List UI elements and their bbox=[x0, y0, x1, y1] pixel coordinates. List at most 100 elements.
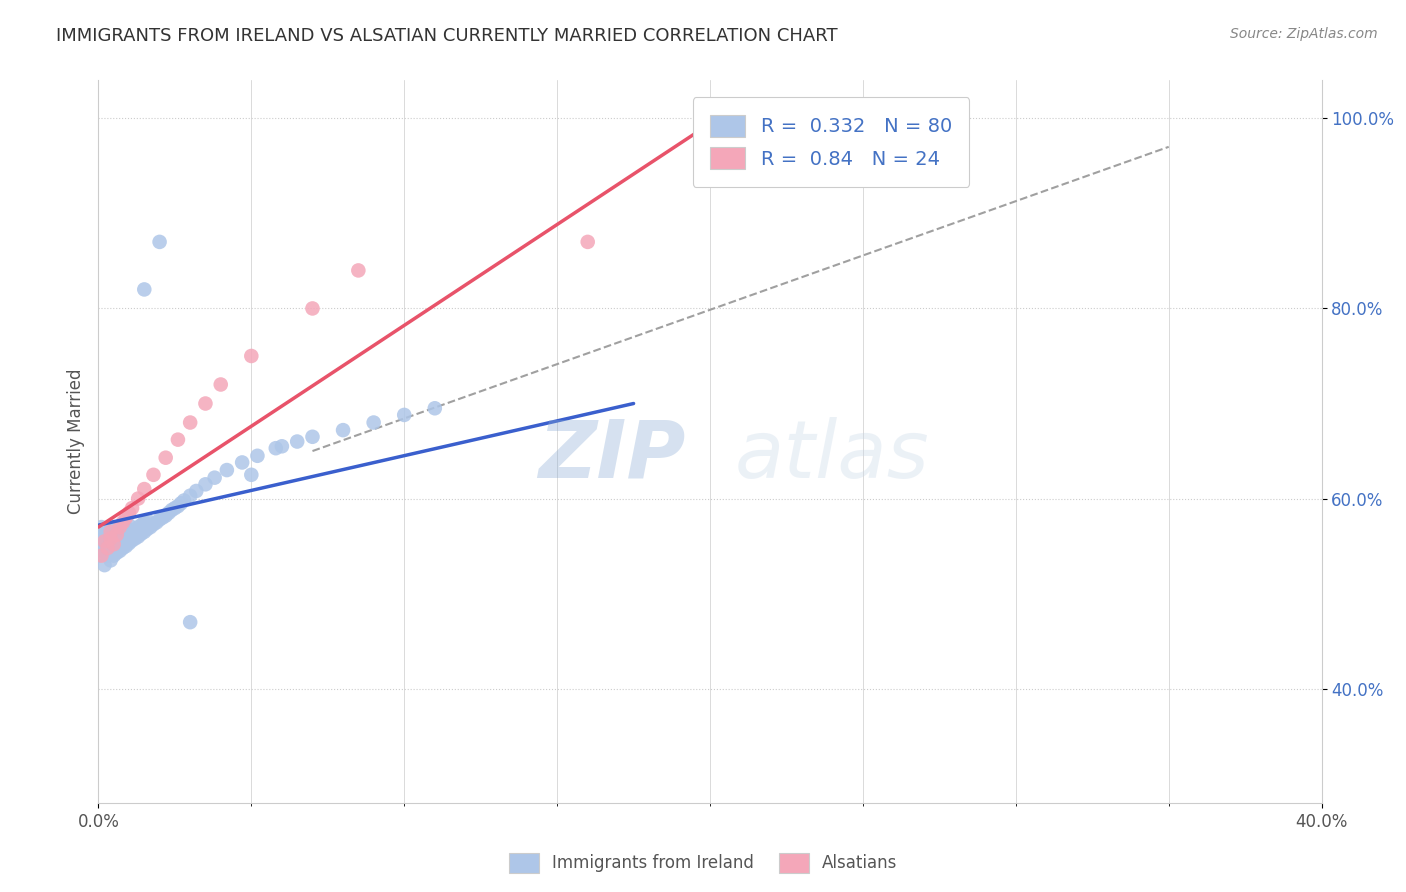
Point bbox=[423, 401, 446, 416]
Point bbox=[136, 513, 159, 527]
Point bbox=[111, 541, 134, 555]
Point bbox=[163, 501, 186, 516]
Point bbox=[129, 518, 152, 533]
Point bbox=[167, 433, 190, 447]
Point bbox=[115, 520, 138, 534]
Point bbox=[155, 508, 177, 523]
Text: IMMIGRANTS FROM IRELAND VS ALSATIAN CURRENTLY MARRIED CORRELATION CHART: IMMIGRANTS FROM IRELAND VS ALSATIAN CURR… bbox=[56, 27, 838, 45]
Point bbox=[139, 520, 162, 534]
Point bbox=[103, 530, 125, 544]
Point bbox=[576, 235, 599, 249]
Point bbox=[392, 408, 416, 422]
Point bbox=[118, 506, 141, 520]
Point bbox=[118, 518, 141, 533]
Point bbox=[186, 483, 208, 498]
Point bbox=[115, 539, 138, 553]
Point bbox=[240, 349, 263, 363]
Y-axis label: Currently Married: Currently Married bbox=[66, 368, 84, 515]
Point bbox=[157, 506, 180, 520]
Point bbox=[149, 235, 172, 249]
Point bbox=[231, 455, 253, 469]
Point bbox=[152, 510, 174, 524]
Point bbox=[170, 496, 193, 510]
Point bbox=[108, 520, 131, 534]
Point bbox=[215, 463, 238, 477]
Point bbox=[90, 549, 112, 563]
Point bbox=[347, 263, 370, 277]
Point bbox=[145, 516, 167, 530]
Point bbox=[90, 544, 112, 558]
Point bbox=[194, 477, 217, 491]
Point bbox=[93, 544, 115, 558]
Point bbox=[134, 516, 156, 530]
Point bbox=[204, 471, 226, 485]
Point bbox=[142, 517, 165, 532]
Point bbox=[332, 423, 354, 437]
Text: Source: ZipAtlas.com: Source: ZipAtlas.com bbox=[1230, 27, 1378, 41]
Point bbox=[134, 482, 156, 496]
Point bbox=[363, 416, 385, 430]
Point bbox=[108, 544, 131, 558]
Point bbox=[124, 523, 146, 537]
Point bbox=[264, 441, 287, 455]
Point bbox=[103, 537, 125, 551]
Point bbox=[167, 499, 190, 513]
Point bbox=[121, 533, 143, 548]
Point bbox=[93, 534, 115, 549]
Point bbox=[100, 532, 122, 546]
Point bbox=[90, 520, 112, 534]
Point bbox=[115, 530, 138, 544]
Point bbox=[97, 541, 120, 555]
Text: atlas: atlas bbox=[734, 417, 929, 495]
Legend: Immigrants from Ireland, Alsatians: Immigrants from Ireland, Alsatians bbox=[502, 847, 904, 880]
Point bbox=[97, 532, 120, 546]
Point bbox=[100, 532, 122, 546]
Point bbox=[100, 553, 122, 567]
Point bbox=[105, 534, 128, 549]
Point bbox=[90, 534, 112, 549]
Point bbox=[134, 282, 156, 296]
Point bbox=[179, 615, 201, 630]
Point bbox=[105, 546, 128, 560]
Point bbox=[97, 539, 120, 553]
Point bbox=[100, 541, 122, 555]
Point bbox=[270, 439, 292, 453]
Point bbox=[93, 558, 115, 573]
Point bbox=[105, 527, 128, 541]
Point bbox=[136, 522, 159, 536]
Legend: R =  0.332   N = 80, R =  0.84   N = 24: R = 0.332 N = 80, R = 0.84 N = 24 bbox=[693, 97, 969, 186]
Point bbox=[93, 524, 115, 539]
Point bbox=[134, 524, 156, 539]
Point bbox=[97, 524, 120, 539]
Point bbox=[301, 430, 323, 444]
Point bbox=[209, 377, 232, 392]
Point bbox=[129, 526, 152, 541]
Point bbox=[149, 512, 172, 526]
Point bbox=[100, 524, 122, 539]
Point bbox=[115, 510, 138, 524]
Point bbox=[111, 516, 134, 530]
Point bbox=[124, 532, 146, 546]
Point bbox=[118, 526, 141, 541]
Point bbox=[103, 520, 125, 534]
Point bbox=[111, 532, 134, 546]
Point bbox=[87, 539, 110, 553]
Point bbox=[121, 501, 143, 516]
Point bbox=[90, 530, 112, 544]
Point bbox=[246, 449, 269, 463]
Point bbox=[103, 537, 125, 551]
Point bbox=[127, 491, 149, 506]
Point bbox=[142, 467, 165, 482]
Point bbox=[160, 503, 183, 517]
Point bbox=[100, 523, 122, 537]
Point bbox=[97, 549, 120, 563]
Point bbox=[87, 549, 110, 563]
Point bbox=[127, 520, 149, 534]
Point bbox=[108, 524, 131, 539]
Point bbox=[155, 450, 177, 465]
Point bbox=[108, 533, 131, 547]
Point bbox=[301, 301, 323, 316]
Point bbox=[105, 526, 128, 541]
Point bbox=[194, 396, 217, 410]
Point bbox=[179, 416, 201, 430]
